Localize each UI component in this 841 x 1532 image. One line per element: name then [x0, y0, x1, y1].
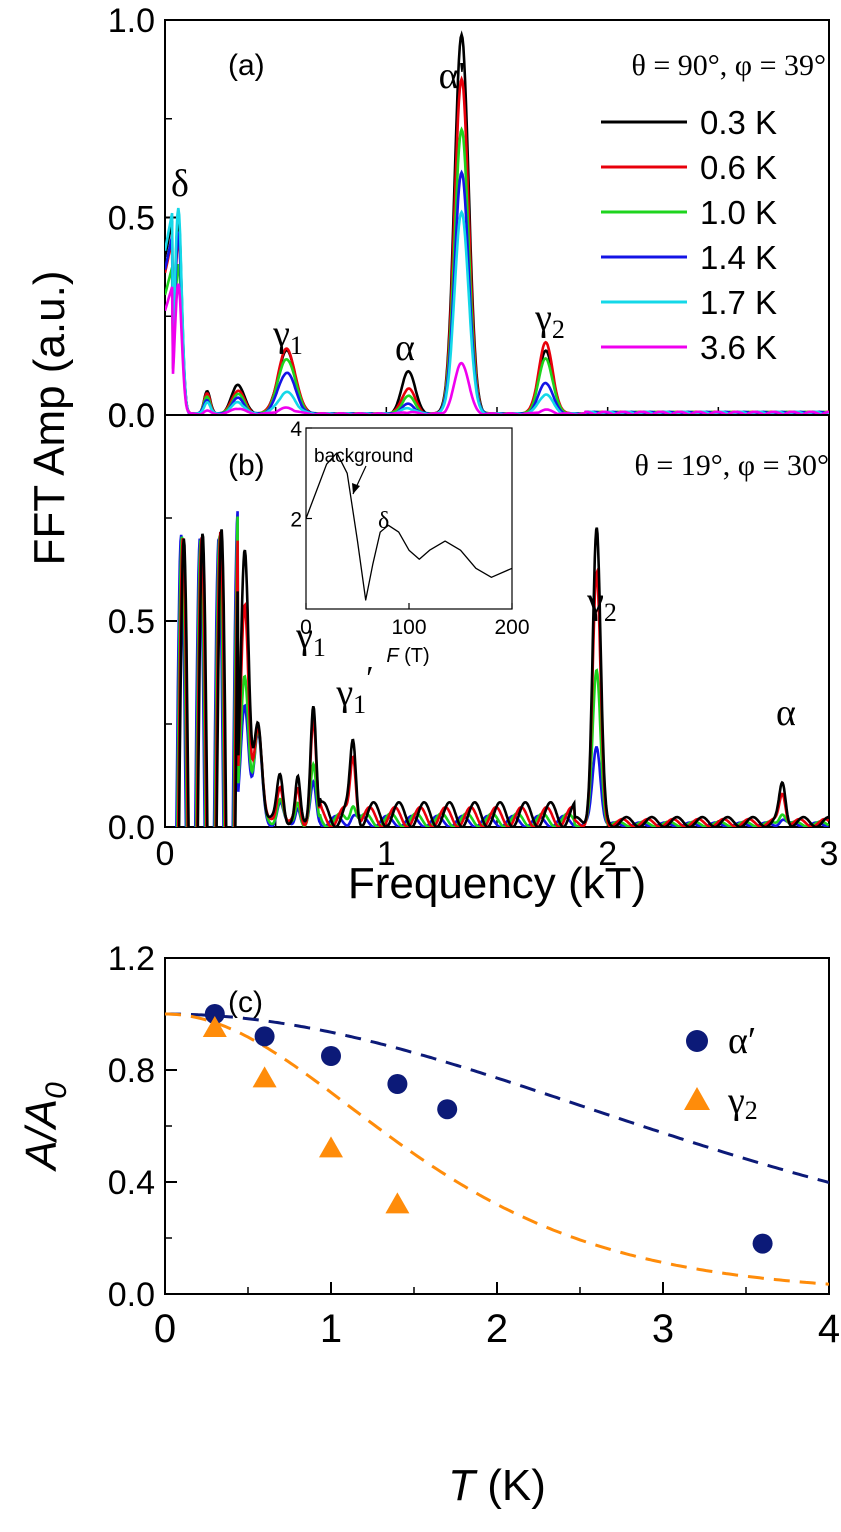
panel-c-label: (c) — [228, 986, 263, 1019]
x-tick-label: 1 — [377, 835, 396, 873]
legend: 0.3 K 0.6 K 1.0 K 1.4 K 1.7 K 3.6 K — [601, 104, 777, 366]
fit-curve — [165, 1012, 829, 1184]
peak-label: α — [776, 692, 796, 734]
x-tick-label: 1 — [320, 1307, 342, 1351]
y-tick-label: 0.0 — [108, 397, 155, 435]
y-axis-label-a-over-a0: A/A0 — [17, 1082, 73, 1173]
inset-arrow-head — [352, 483, 360, 494]
x-tick-label: 0 — [154, 1307, 176, 1351]
panel-a: 0.00.51.0 δγ1 αα'γ2 (a) θ = 90°, φ = 39° … — [108, 2, 830, 435]
peak-label: γ1 — [272, 313, 303, 360]
inset-plot: 0 100 200 2 4 background δ F (T) — [290, 418, 529, 667]
panel-c: 0 1 2 3 4 0.0 0.4 0.8 1.2 (c) α′ γ2 T (K) A/A0 — [17, 940, 840, 1510]
legend-entry: 3.6 K — [700, 329, 777, 366]
legend-entry: 0.3 K — [700, 104, 777, 141]
inset-x-tick-label: 0 — [300, 616, 312, 639]
legend-entry: 0.6 K — [700, 149, 777, 186]
legend-entry: 1.7 K — [700, 284, 777, 321]
inset-x-tick-label: 200 — [494, 616, 529, 639]
peak-label: δ — [171, 163, 189, 205]
peak-label: α — [395, 327, 415, 369]
inset-frame — [305, 427, 513, 610]
legend-marker-triangle — [684, 1087, 710, 1110]
data-point-alpha-prime — [204, 1004, 225, 1024]
y-tick-label: 0.0 — [108, 397, 155, 435]
peak-label: α' — [439, 55, 466, 97]
y-tick-label: 0.5 — [108, 603, 155, 641]
peak-label: γ1 — [295, 615, 326, 662]
data-point-alpha-prime — [437, 1099, 458, 1120]
peak-label: γ2 — [586, 580, 617, 627]
x-tick-label: 4 — [818, 1307, 840, 1351]
peak-label: γ1′ — [335, 660, 373, 719]
inset-delta-label: δ — [378, 508, 389, 534]
x-tick-label: 3 — [652, 1307, 674, 1351]
inset-background-label: background — [314, 446, 413, 467]
y-tick-label: 1.0 — [108, 2, 155, 40]
data-point-gamma2 — [202, 1016, 227, 1037]
inset-y-tick-label: 4 — [290, 418, 302, 441]
data-point-alpha-prime — [321, 1046, 341, 1066]
y-tick-label: 0.0 — [108, 1276, 155, 1314]
panel-c-frame — [164, 957, 830, 1295]
x-axis-label-frequency: Frequency (kT) — [348, 859, 646, 908]
panel-b-label: (b) — [228, 449, 265, 482]
panel-a-angle: θ = 90°, φ = 39° — [631, 49, 826, 82]
legend-c: α′ γ2 — [684, 1020, 758, 1125]
inset-y-tick-label: 2 — [290, 509, 302, 532]
inset-x-axis-label: F (T) — [386, 645, 429, 667]
fit-curve — [165, 1012, 829, 1286]
x-tick-label: 3 — [820, 835, 839, 873]
legend-entry: 1.4 K — [700, 239, 777, 276]
panel-b-angle: θ = 19°, φ = 30° — [634, 449, 829, 482]
legend-entry-alpha-prime: α′ — [728, 1020, 756, 1062]
x-tick-label: 0 — [156, 835, 175, 873]
data-point-alpha-prime — [387, 1074, 408, 1094]
data-point-alpha-prime — [254, 1026, 275, 1047]
legend-entry-gamma2: γ2 — [727, 1080, 758, 1125]
series-line-b-0-3-K — [177, 527, 829, 827]
x-axis-label-temperature: T (K) — [448, 1461, 546, 1510]
y-axis-label-fft-amp: FFT Amp (a.u.) — [25, 270, 74, 565]
y-tick-label: 0.5 — [108, 200, 155, 238]
y-tick-label: 1.2 — [108, 940, 155, 978]
y-tick-label: 0.0 — [108, 809, 155, 847]
data-point-gamma2 — [385, 1192, 410, 1214]
y-tick-label: 0.8 — [108, 1052, 155, 1090]
inset-curve — [306, 452, 512, 601]
data-point-gamma2 — [319, 1136, 343, 1158]
y-tick-label: 0.4 — [108, 1164, 155, 1202]
legend-entry: 1.0 K — [700, 194, 777, 231]
peak-label: γ2 — [534, 297, 565, 344]
data-point-gamma2 — [252, 1066, 277, 1088]
x-tick-label: 2 — [598, 835, 617, 873]
data-point-alpha-prime — [752, 1233, 773, 1254]
inset-x-tick-label: 100 — [391, 616, 426, 639]
legend-marker-circle — [686, 1030, 708, 1052]
x-tick-label: 2 — [486, 1307, 508, 1351]
panel-a-label: (a) — [228, 49, 265, 82]
